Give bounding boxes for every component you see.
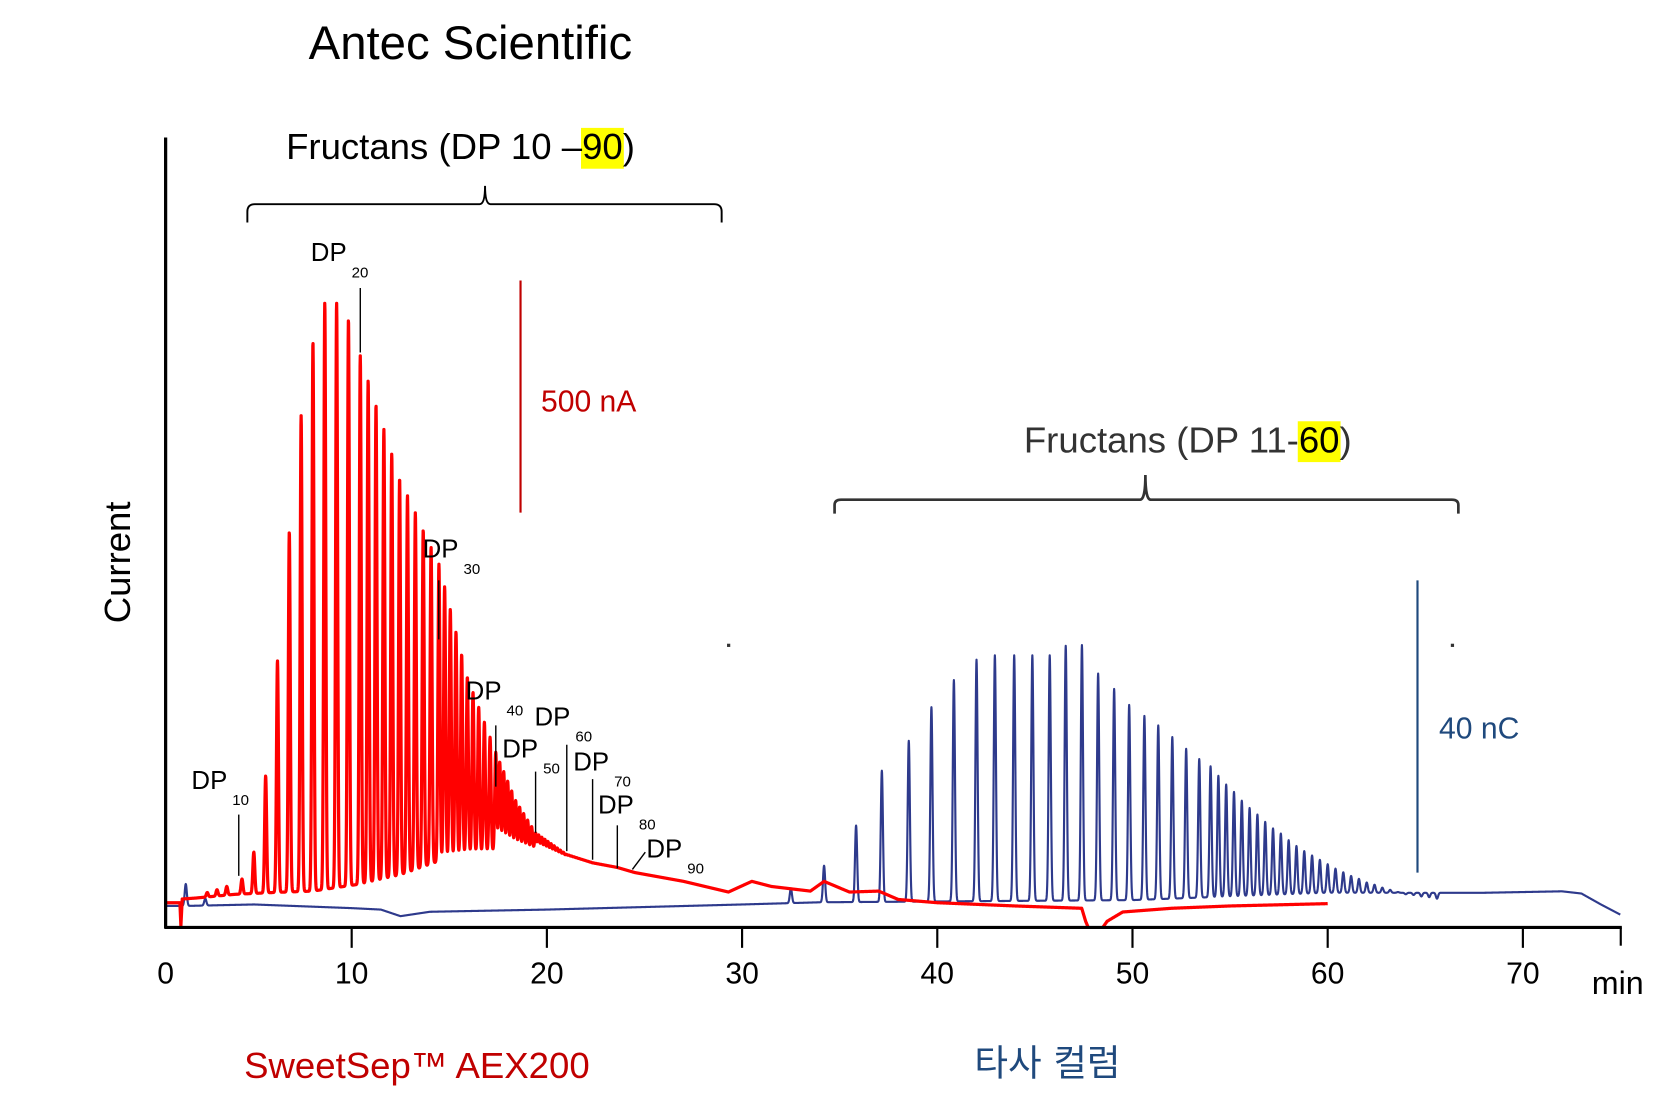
highlight-mark: [1297, 421, 1341, 463]
dp-label-main: DP: [191, 767, 227, 795]
dp-label-main: DP: [502, 736, 538, 764]
group-label-prefix: Fructans (DP 11-: [1024, 419, 1299, 460]
red-series-trace: [1100, 902, 1330, 930]
dp-label-80: DP 80: [598, 792, 656, 869]
x-tick-label: 30: [725, 957, 758, 990]
x-tick-label: 70: [1506, 957, 1539, 990]
group-label-suffix: ): [623, 126, 635, 167]
red-group-label: Fructans (DP 10 – 90 ): [286, 126, 635, 169]
dp-label-main: DP: [598, 792, 634, 820]
dp-label-main: DP: [466, 678, 502, 706]
blue-group-label: Fructans (DP 11- 60 ): [1024, 419, 1352, 463]
group-label-highlight: 90: [582, 126, 623, 167]
x-tick-label: 20: [530, 957, 563, 990]
dp-label-40: DP 40: [466, 678, 524, 787]
dp-label-sub: 90: [687, 861, 704, 878]
chart-title: Antec Scientific: [309, 17, 632, 70]
dp-label-sub: 50: [543, 761, 560, 778]
dp-label-main: DP: [311, 239, 347, 267]
red-series-trace: [164, 301, 1091, 930]
blue-group-brace: [833, 474, 1460, 514]
dot-mark: [727, 643, 731, 647]
dp-label-sub: 80: [639, 817, 656, 834]
x-tick-label: 60: [1311, 957, 1344, 990]
dp-pointer-line: [631, 851, 646, 870]
legend-blue-series: 타사 컬럼: [974, 1042, 1120, 1085]
x-axis-label: min: [1592, 965, 1644, 1001]
group-label-highlight: 60: [1299, 419, 1340, 460]
x-tick-label: 10: [335, 957, 368, 990]
dp-label-sub: 70: [614, 774, 631, 791]
dp-label-sub: 10: [232, 792, 249, 809]
dp-label-10: DP 10: [191, 767, 249, 876]
dp-label-sub: 20: [352, 264, 369, 281]
blue-series-trace: [164, 643, 1622, 918]
group-label-prefix: Fructans (DP 10 –: [286, 126, 583, 167]
x-tick-label: 50: [1116, 957, 1149, 990]
dp-label-sub: 40: [507, 703, 524, 720]
x-tick-label: 0: [157, 957, 174, 990]
group-label-suffix: ): [1340, 419, 1352, 460]
red-group-brace: [246, 185, 723, 223]
red-scale-label: 500 nA: [541, 386, 637, 419]
dot-mark: [1450, 643, 1455, 647]
legend-red-series: SweetSep™ AEX200: [244, 1045, 590, 1086]
dp-label-main: DP: [646, 836, 682, 864]
dp-label-20: DP 20: [311, 239, 369, 353]
highlight-mark: [581, 127, 624, 169]
dp-label-sub: 60: [575, 729, 592, 746]
y-axis-label: Current: [97, 501, 138, 623]
dp-label-main: DP: [423, 536, 459, 564]
blue-scale-label: 40 nC: [1439, 712, 1519, 745]
x-tick-label: 40: [921, 957, 954, 990]
dp-label-sub: 30: [464, 561, 481, 578]
dp-label-main: DP: [573, 749, 609, 777]
dp-label-30: DP 30: [423, 536, 481, 640]
dp-label-50: DP 50: [502, 736, 560, 833]
dp-label-90: DP 90: [631, 836, 704, 878]
dp-label-main: DP: [535, 703, 571, 731]
